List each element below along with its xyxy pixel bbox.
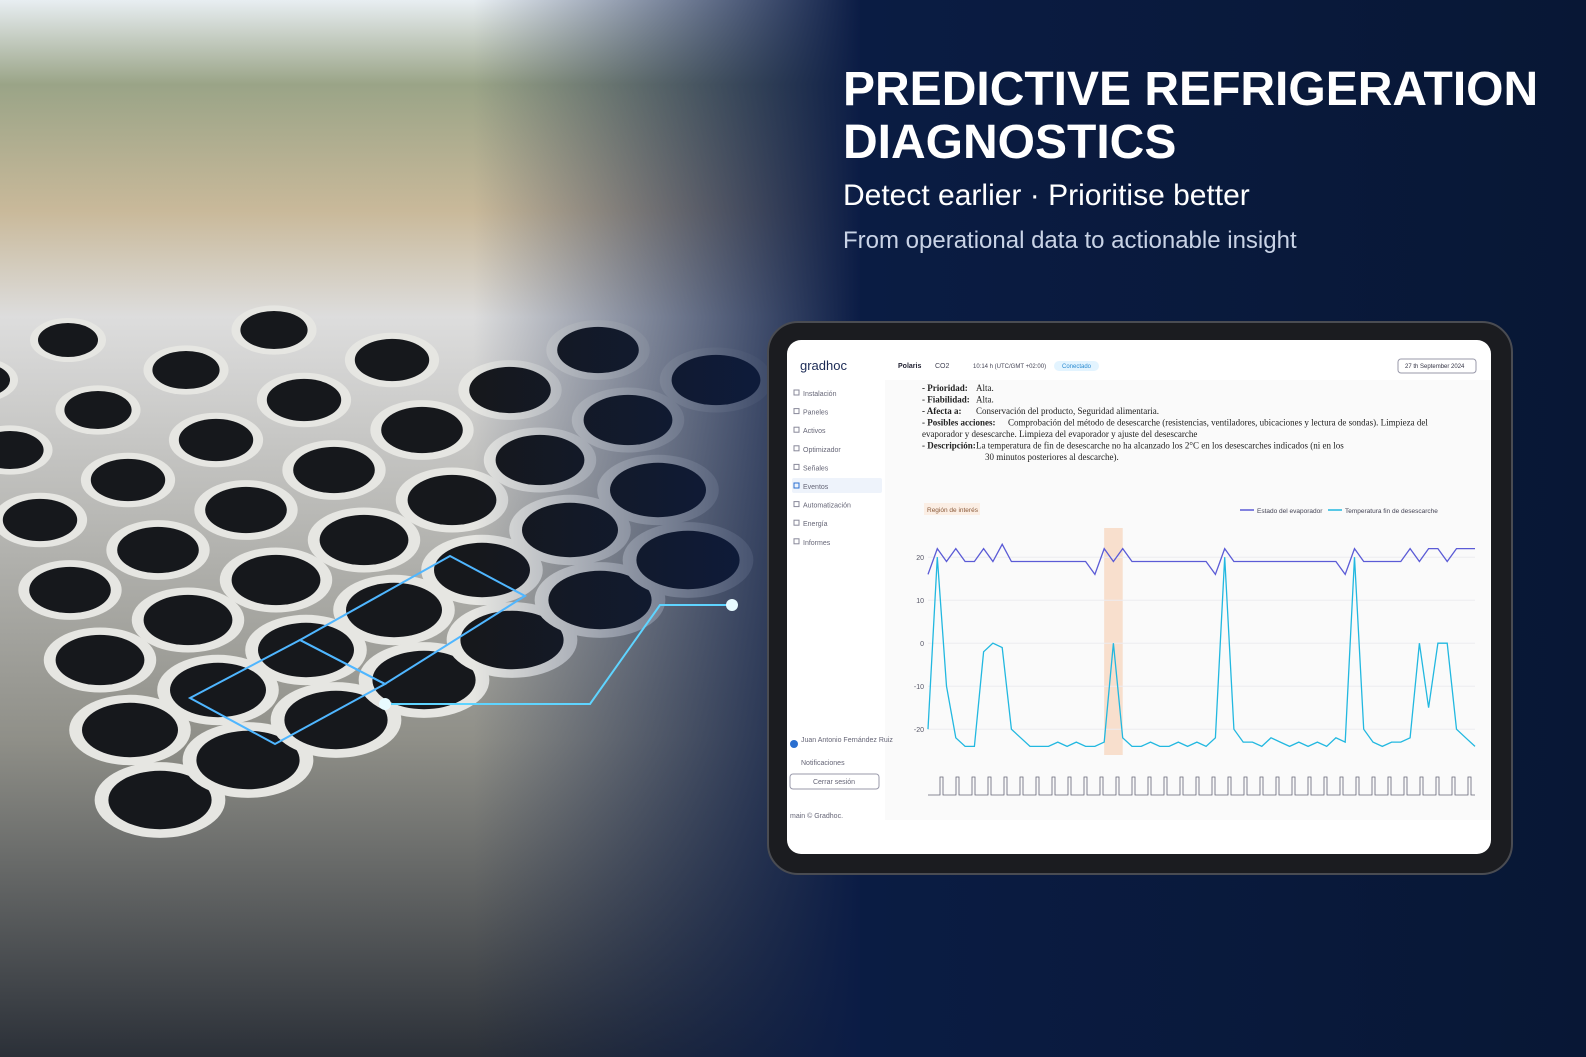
nav-item[interactable]: Eventos xyxy=(803,484,829,491)
nav-icon xyxy=(793,501,800,508)
nav-item[interactable]: Informes xyxy=(803,540,831,547)
nav-item[interactable]: Señales xyxy=(803,465,829,472)
notifications[interactable]: Notificaciones xyxy=(801,760,845,767)
nav-item[interactable]: Instalación xyxy=(803,391,837,398)
glow-dot xyxy=(726,599,738,611)
nav-icon xyxy=(793,482,800,489)
doc-text: Alta. xyxy=(976,395,994,405)
status-pill xyxy=(1054,361,1099,371)
series-line xyxy=(927,542,1475,576)
nav-icon xyxy=(793,463,800,470)
user: Juan Antonio Fernández Ruiz xyxy=(801,737,893,744)
doc-label: - Prioridad: xyxy=(922,383,968,393)
nav-item[interactable]: Paneles xyxy=(803,410,829,417)
series-line xyxy=(927,557,1476,748)
doc-text: Alta. xyxy=(976,383,994,393)
footer: main © Gradhoc. xyxy=(790,812,843,820)
annotation: Región de interés xyxy=(927,507,979,514)
active-bg xyxy=(792,478,882,493)
time: 10:14 h (UTC/GMT +02:00) xyxy=(973,364,1046,370)
nav-icon xyxy=(793,408,800,415)
nav-icon xyxy=(793,445,800,452)
doc-text: Conservación del producto, Seguridad ali… xyxy=(976,406,1159,416)
doc-text: 30 minutos posteriores al descarche). xyxy=(985,452,1119,462)
nav-icon xyxy=(793,538,800,545)
doc-label: - Fiabilidad: xyxy=(922,395,970,405)
glow-dot xyxy=(379,698,391,710)
y-tick-label: 10 xyxy=(916,598,924,605)
status: Conectado xyxy=(1062,364,1092,370)
doc-text: Comprobación del método de desescarche (… xyxy=(1008,418,1428,428)
nav-icon xyxy=(793,389,800,396)
doc-label: - Descripción: xyxy=(922,441,976,451)
y-tick-label: -10 xyxy=(914,684,924,691)
nav-icon xyxy=(793,426,800,433)
nav-item[interactable]: Optimizador xyxy=(803,447,841,454)
nav-item[interactable]: Energía xyxy=(803,521,828,528)
doc-text: evaporador y desescarche. Limpieza del e… xyxy=(922,429,1197,439)
y-tick-label: 20 xyxy=(916,555,924,562)
photo-fade xyxy=(0,0,860,1057)
nav-item[interactable]: Activos xyxy=(803,428,826,435)
doc-label: - Posibles acciones: xyxy=(922,418,996,428)
legend-label: Temperatura fin de desescarche xyxy=(1345,508,1438,515)
logout-button[interactable] xyxy=(789,773,880,790)
nav-icon xyxy=(793,519,800,526)
hero-subtitle: From operational data to actionable insi… xyxy=(843,227,1297,254)
y-tick-label: 0 xyxy=(920,641,924,648)
doc-label: - Afecta a: xyxy=(922,406,961,416)
site[interactable]: Polaris xyxy=(898,363,921,370)
system[interactable]: CO2 xyxy=(935,363,950,370)
nav-item[interactable]: Automatización xyxy=(803,503,851,510)
pulse-strip xyxy=(928,776,1475,796)
hero-title: PREDICTIVE REFRIGERATION xyxy=(843,63,1538,116)
region-label-bg xyxy=(924,503,980,515)
hero-tagline: Detect earlier · Prioritise better xyxy=(843,179,1250,212)
glow-line xyxy=(385,604,732,705)
logo: gradhoc xyxy=(800,358,847,373)
highlight-box xyxy=(297,554,527,686)
avatar xyxy=(790,740,798,748)
legend-label: Estado del evaporador xyxy=(1257,508,1323,515)
logout[interactable]: Cerrar sesión xyxy=(813,779,855,786)
doc-text: La temperatura de fin de desescarche no … xyxy=(976,441,1344,451)
hero-title: DIAGNOSTICS xyxy=(843,116,1176,169)
date-box[interactable] xyxy=(1397,358,1477,374)
date[interactable]: 27 th September 2024 xyxy=(1405,364,1465,370)
y-tick-label: -20 xyxy=(914,727,924,734)
